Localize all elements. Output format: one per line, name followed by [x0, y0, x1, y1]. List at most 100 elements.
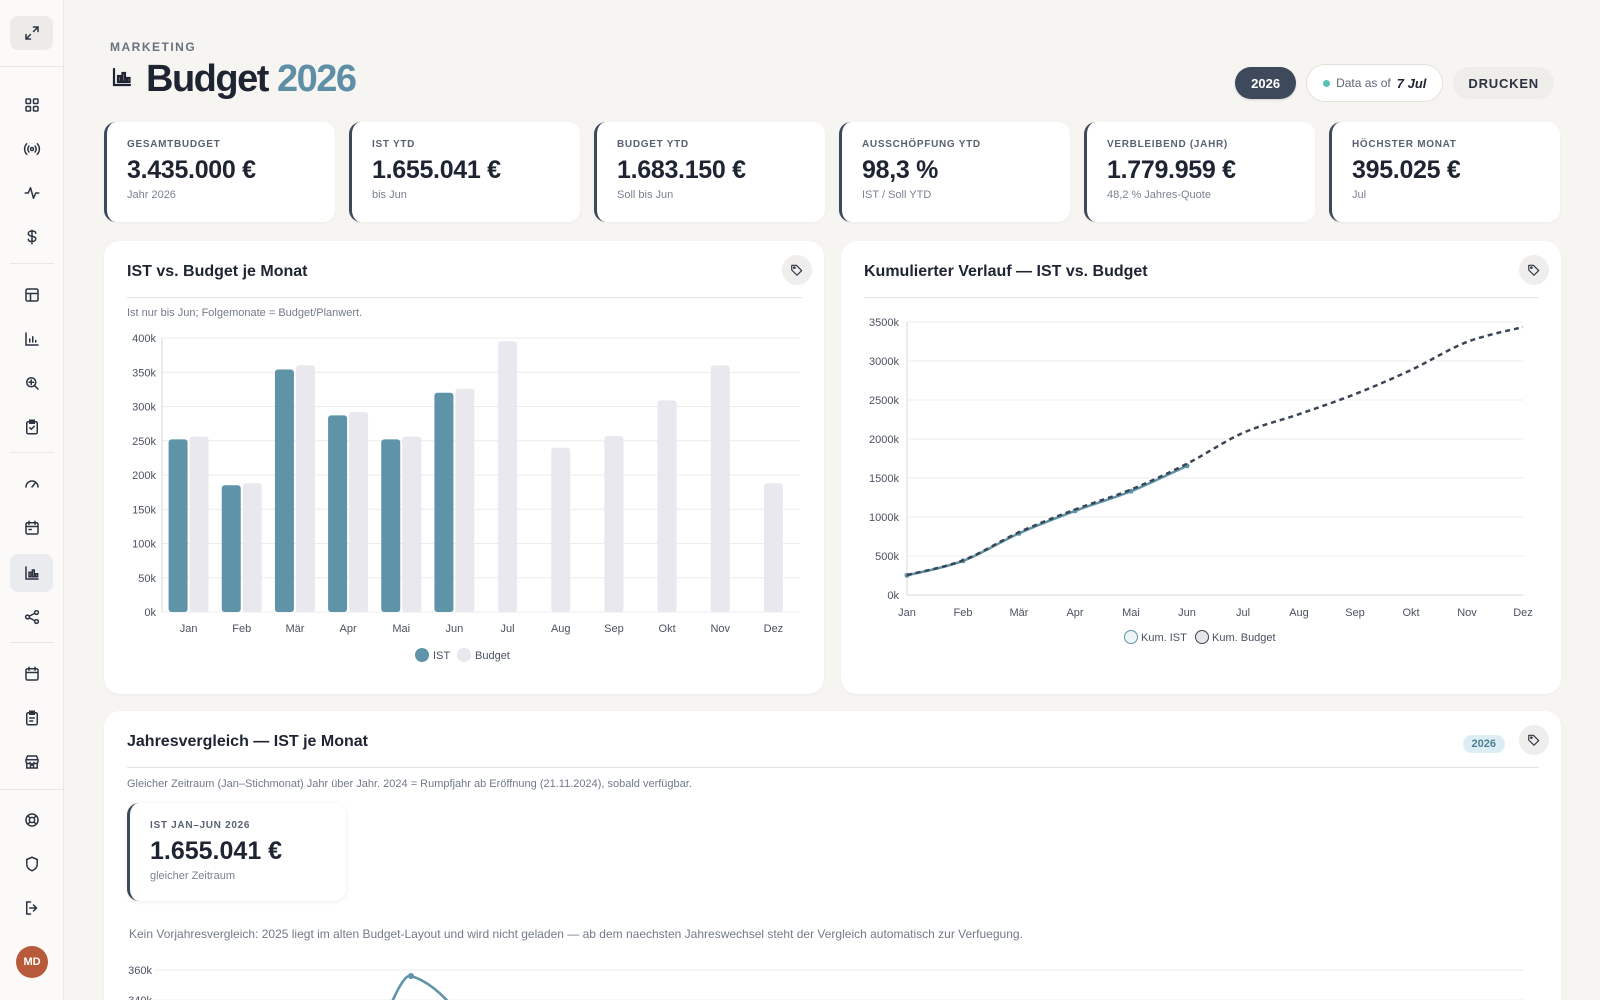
kpi-card: HÖCHSTER MONAT 395.025 € Jul — [1329, 122, 1560, 222]
bar-budget — [657, 400, 677, 612]
x-tick-label: Mär — [285, 623, 304, 635]
x-tick-label: Feb — [954, 607, 973, 619]
bar-budget — [295, 365, 315, 612]
y-tick-label: 200k — [132, 470, 156, 482]
y-tick-label: 2000k — [869, 434, 899, 446]
data-as-of-pill: Data as of 7 Jul — [1306, 64, 1444, 102]
x-tick-label: Jan — [898, 607, 916, 619]
kpi-value: 395.025 € — [1352, 156, 1461, 184]
calendar-list-icon[interactable] — [10, 510, 53, 546]
bar-budget — [242, 483, 262, 612]
legend-marker — [415, 648, 429, 662]
kpi-label: IST JAN–JUN 2026 — [150, 820, 251, 831]
x-tick-label: Dez — [1513, 607, 1533, 619]
year-badge: 2026 — [1462, 735, 1505, 753]
bar-ist — [381, 439, 401, 612]
kpi-value: 1.655.041 € — [372, 156, 501, 184]
y-tick-label: 1000k — [869, 512, 899, 524]
kpi-row: GESAMTBUDGET 3.435.000 € Jahr 2026 IST YTD 1… — [104, 122, 1560, 222]
legend-label: IST — [433, 650, 450, 662]
header-actions: 2026 Data as of 7 Jul DRUCKEN — [1235, 64, 1554, 102]
x-tick-label: Jul — [1236, 607, 1250, 619]
x-tick-label: Okt — [1402, 607, 1419, 619]
gauge-icon[interactable] — [10, 466, 53, 502]
x-tick-label: Feb — [232, 623, 251, 635]
clipboard-icon[interactable] — [10, 700, 53, 736]
legend-marker — [1124, 630, 1138, 644]
kpi-value: 1.655.041 € — [150, 837, 283, 865]
y-tick-label: 340k — [128, 995, 152, 1000]
panel-note: Ist nur bis Jun; Folgemonate = Budget/Pl… — [127, 307, 363, 319]
kpi-card: IST YTD 1.655.041 € bis Jun — [349, 122, 580, 222]
kpi-sub: bis Jun — [372, 189, 407, 201]
panel-title: Jahresvergleich — IST je Monat — [127, 733, 368, 750]
y-tick-label: 3000k — [869, 356, 899, 368]
kpi-value: 1.683.150 € — [617, 156, 746, 184]
bar-ist — [434, 392, 454, 612]
clipboard-check-icon[interactable] — [10, 409, 53, 445]
bar-budget — [763, 483, 783, 612]
broadcast-icon[interactable] — [10, 131, 53, 167]
shield-icon[interactable] — [10, 846, 53, 882]
layout-icon[interactable] — [10, 277, 53, 313]
title-row: Budget 2026 — [110, 58, 357, 101]
avatar[interactable]: MD — [16, 946, 48, 978]
x-tick-label: Nov — [710, 623, 730, 635]
expand-icon[interactable] — [10, 16, 53, 50]
page-eyebrow: MARKETING — [110, 40, 197, 54]
bar-ist — [328, 415, 348, 612]
logout-icon[interactable] — [10, 890, 53, 926]
share-icon[interactable] — [10, 599, 53, 635]
kpi-label: AUSSCHÖPFUNG YTD — [862, 139, 981, 150]
y-tick-label: 400k — [132, 333, 156, 345]
kpi-value: 1.779.959 € — [1107, 156, 1236, 184]
y-tick-label: 100k — [132, 539, 156, 551]
y-tick-label: 350k — [132, 367, 156, 379]
page-title: Budget 2026 — [146, 58, 357, 100]
kpi-label: GESAMTBUDGET — [127, 139, 221, 150]
bar-budget — [349, 411, 369, 612]
tag-icon[interactable] — [1519, 725, 1549, 755]
zoom-icon[interactable] — [10, 365, 53, 401]
lifebuoy-icon[interactable] — [10, 802, 53, 838]
bar-budget — [402, 436, 422, 612]
yoy-chart: 360k 340k — [128, 965, 1524, 1000]
x-tick-label: Jul — [501, 623, 515, 635]
bar-budget — [189, 436, 209, 612]
kpi-sub: Jahr 2026 — [127, 189, 176, 201]
y-tick-label: 1500k — [869, 473, 899, 485]
kpi-card: GESAMTBUDGET 3.435.000 € Jahr 2026 — [104, 122, 335, 222]
calendar-icon[interactable] — [10, 656, 53, 692]
store-icon[interactable] — [10, 744, 53, 780]
bar-budget — [551, 447, 571, 612]
y-tick-label: 150k — [132, 504, 156, 516]
x-tick-label: Okt — [659, 623, 676, 635]
bar-ist — [168, 439, 188, 612]
legend-label: Kum. Budget — [1212, 632, 1276, 644]
x-tick-label: Mai — [392, 623, 410, 635]
pulse-icon[interactable] — [10, 175, 53, 211]
legend-marker — [457, 648, 471, 662]
bar-chart-small-icon[interactable] — [10, 321, 53, 357]
tag-icon[interactable] — [1519, 255, 1549, 285]
budget-chart-icon[interactable] — [10, 554, 53, 592]
kpi-card-ist-period: IST JAN–JUN 2026 1.655.041 € gleicher Ze… — [127, 803, 346, 901]
data-as-of-label: Data as of — [1336, 76, 1391, 90]
print-button[interactable]: DRUCKEN — [1453, 67, 1554, 99]
kpi-label: BUDGET YTD — [617, 139, 689, 150]
year-selector[interactable]: 2026 — [1235, 67, 1297, 99]
kpi-sub: Soll bis Jun — [617, 189, 674, 201]
yoy-info: Kein Vorjahresvergleich: 2025 liegt im a… — [129, 927, 1023, 941]
x-tick-label: Sep — [604, 623, 624, 635]
data-as-of-value: 7 Jul — [1396, 75, 1427, 91]
tag-icon[interactable] — [782, 255, 812, 285]
kpi-label: HÖCHSTER MONAT — [1352, 139, 1457, 150]
status-dot — [1323, 79, 1331, 87]
panel-yoy: Jahresvergleich — IST je Monat 2026 Glei… — [104, 711, 1561, 1000]
panel-note: Gleicher Zeitraum (Jan–Stichmonat) Jahr … — [127, 778, 692, 790]
panel-cumulative: Kumulierter Verlauf — IST vs. Budget 0k 5… — [841, 241, 1561, 694]
panel-monthly: IST vs. Budget je Monat Ist nur bis Jun;… — [104, 241, 824, 694]
dollar-icon[interactable] — [10, 219, 53, 255]
panel-title: IST vs. Budget je Monat — [127, 263, 308, 280]
grid-icon[interactable] — [10, 87, 53, 123]
